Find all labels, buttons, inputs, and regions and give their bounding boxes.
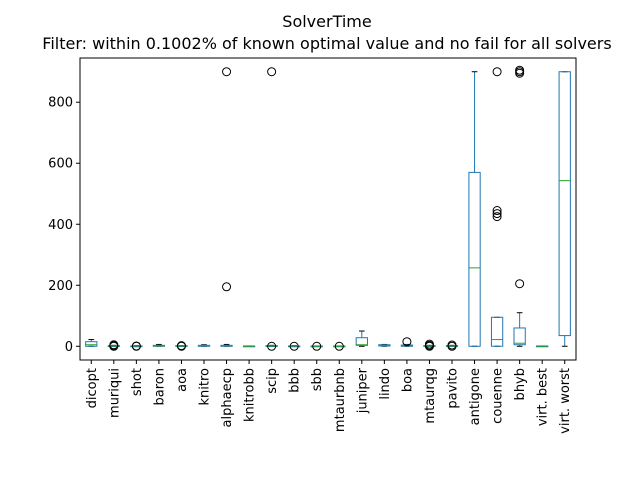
flier-muriqui bbox=[109, 340, 119, 350]
x-tick-label-virt-worst: virt. worst bbox=[558, 368, 573, 434]
x-tick-label-bhyb: bhyb bbox=[513, 368, 528, 400]
flier-scip bbox=[267, 67, 277, 77]
x-tick-label-bbb: bbb bbox=[288, 368, 303, 393]
x-tick-label-sbb: sbb bbox=[310, 368, 325, 391]
box-virt-worst bbox=[558, 71, 571, 337]
flier-couenne bbox=[492, 67, 502, 77]
chart-title: SolverTime bbox=[282, 12, 371, 31]
flier-scip bbox=[267, 341, 277, 351]
flier-alphaecp bbox=[222, 282, 232, 292]
x-tick-label-muriqui: muriqui bbox=[107, 368, 122, 418]
flier-sbb bbox=[312, 341, 322, 351]
box-juniper bbox=[355, 337, 368, 346]
x-tick-label-lindo: lindo bbox=[378, 368, 393, 400]
x-tick-label-mtaurbnb: mtaurbnb bbox=[333, 368, 348, 432]
x-tick-label-knitro: knitro bbox=[198, 368, 213, 406]
flier-bbb bbox=[289, 341, 299, 351]
x-tick-label-baron: baron bbox=[152, 368, 167, 405]
y-tick-label: 0 bbox=[65, 340, 73, 355]
box-couenne bbox=[490, 316, 504, 347]
x-tick-label-antigone: antigone bbox=[468, 368, 483, 425]
x-tick-label-virt-best: virt. best bbox=[536, 368, 551, 426]
flier-couenne bbox=[492, 209, 502, 219]
x-tick-label-boa: boa bbox=[400, 368, 415, 392]
flier-alphaecp bbox=[222, 67, 232, 77]
flier-shot bbox=[131, 341, 141, 351]
x-tick-label-knitrobb: knitrobb bbox=[243, 368, 258, 422]
x-tick-label-scip: scip bbox=[265, 368, 280, 394]
flier-couenne bbox=[492, 212, 502, 222]
x-tick-label-aoa: aoa bbox=[175, 368, 190, 392]
x-tick-label-alphaecp: alphaecp bbox=[220, 368, 235, 427]
flier-boa bbox=[402, 337, 412, 347]
box-bhyb bbox=[513, 327, 526, 346]
flier-bhyb bbox=[515, 279, 525, 289]
x-tick-label-mtaurqg: mtaurqg bbox=[423, 368, 438, 424]
chart-subtitle: Filter: within 0.1002% of known optimal … bbox=[42, 34, 611, 53]
axes-frame bbox=[79, 57, 577, 361]
y-tick-label: 800 bbox=[48, 96, 73, 111]
y-tick-label: 600 bbox=[48, 157, 73, 172]
flier-mtaurbnb bbox=[334, 341, 344, 351]
x-tick-label-pavito: pavito bbox=[446, 368, 461, 409]
flier-bhyb bbox=[515, 65, 525, 75]
x-tick-label-dicopt: dicopt bbox=[85, 368, 100, 408]
flier-aoa bbox=[176, 341, 186, 351]
flier-pavito bbox=[447, 340, 457, 350]
box-dicopt bbox=[85, 341, 98, 347]
flier-mtaurqg bbox=[424, 339, 434, 349]
box-antigone bbox=[468, 171, 481, 347]
x-tick-label-juniper: juniper bbox=[355, 367, 370, 414]
y-tick-label: 400 bbox=[48, 218, 73, 233]
y-tick-label: 200 bbox=[48, 279, 73, 294]
flier-couenne bbox=[492, 206, 502, 216]
x-tick-label-shot: shot bbox=[130, 368, 145, 396]
x-tick-label-couenne: couenne bbox=[491, 368, 506, 424]
